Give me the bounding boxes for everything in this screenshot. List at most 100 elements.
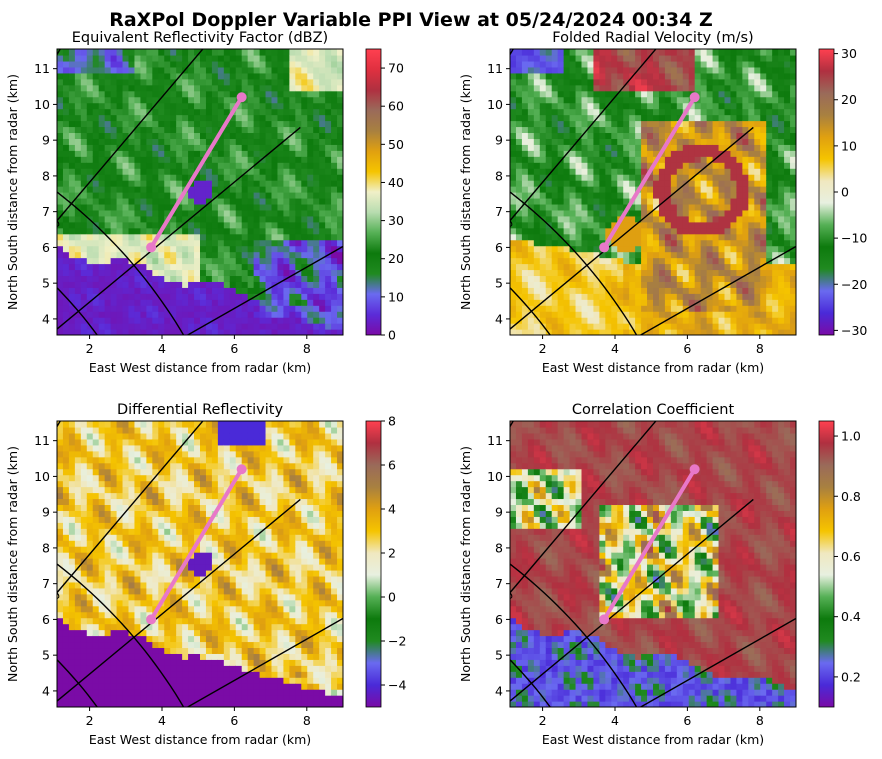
radar-cell [784,245,791,253]
radar-cell [694,269,702,277]
radar-cell [629,108,636,116]
y-axis-label: North South distance from radar (km) [458,74,473,310]
radar-cell [331,203,338,211]
radar-cell [515,90,523,98]
radar-cell [62,623,70,631]
radar-cell [778,138,785,145]
radar-cell [74,581,82,589]
radar-cell [521,257,529,265]
radar-cell [140,239,147,247]
radar-cell [736,227,743,235]
radar-cell [104,84,112,92]
radar-cell [307,209,314,217]
radar-cell [200,239,207,247]
radar-cell [694,209,702,217]
radar-cell [265,78,273,86]
radar-cell [653,60,660,68]
radar-cell [641,221,648,229]
radar-cell [658,132,666,139]
radar-cell [211,174,219,181]
radar-cell [337,120,343,128]
radar-cell [617,239,624,247]
radar-cell [62,569,70,577]
radar-cell [593,215,600,223]
radar-cell [140,192,147,199]
radar-cell [569,233,577,241]
radar-cell [253,96,261,104]
radar-cell [670,251,678,259]
radar-cell [247,72,255,80]
radar-cell [57,534,64,541]
radar-cell [128,311,136,318]
radar-cell [86,78,94,86]
radar-cell [605,60,612,68]
radar-cell [772,227,779,235]
radar-cell [647,245,654,253]
radar-cell [271,192,279,199]
radar-cell [515,245,523,253]
radar-cell [641,293,648,300]
radar-cell [182,96,189,104]
radar-cell [712,180,720,187]
radar-cell [205,239,213,247]
radar-cell [545,311,553,318]
radar-cell [200,275,207,282]
radar-cell [581,317,589,324]
radar-cell [92,144,100,151]
radar-cell [754,275,761,282]
radar-cell [307,275,314,282]
radar-cell [128,305,136,312]
radar-cell [265,72,273,80]
radar-cell [736,84,743,92]
radar-cell [772,263,779,271]
radar-cell [533,227,541,235]
radar-cell [670,311,678,318]
radar-cell [68,150,76,157]
radar-cell [152,90,159,98]
radar-cell [337,90,343,98]
radar-cell [599,90,606,98]
radar-cell [122,120,130,128]
radar-cell [325,197,332,205]
radar-cell [670,162,678,169]
radar-cell [629,132,636,139]
radar-cell [92,263,100,271]
radar-cell [74,701,82,707]
radar-cell [658,329,666,335]
radar-cell [635,221,642,229]
radar-cell [605,174,612,181]
radar-cell [629,233,636,241]
radar-cell [545,245,553,253]
radar-cell [200,245,207,253]
radar-cell [134,114,142,122]
radar-cell [295,251,302,259]
radar-cell [325,227,332,235]
radar-cell [80,323,88,330]
radar-cell [313,49,320,56]
radar-cell [116,90,124,98]
radar-cell [68,156,76,163]
radar-cell [754,233,761,241]
radar-cell [307,233,314,241]
radar-cell [217,221,225,229]
radar-cell [92,90,100,98]
radar-cell [313,180,320,187]
radar-cell [653,186,660,193]
radar-cell [313,287,320,294]
radar-cell [706,233,714,241]
radar-cell [557,108,565,116]
radar-cell [188,311,195,318]
radar-cell [724,305,732,312]
radar-cell [140,78,147,86]
radar-cell [170,215,177,223]
radar-cell [635,144,642,151]
radar-cell [277,96,285,104]
radar-cell [599,144,606,151]
radar-cell [748,287,755,294]
radar-cell [170,317,177,324]
radar-cell [194,323,201,330]
radar-cell [647,269,654,277]
radar-cell [670,263,678,271]
y-tick-label: 10 [487,97,503,112]
radar-cell [128,132,136,139]
